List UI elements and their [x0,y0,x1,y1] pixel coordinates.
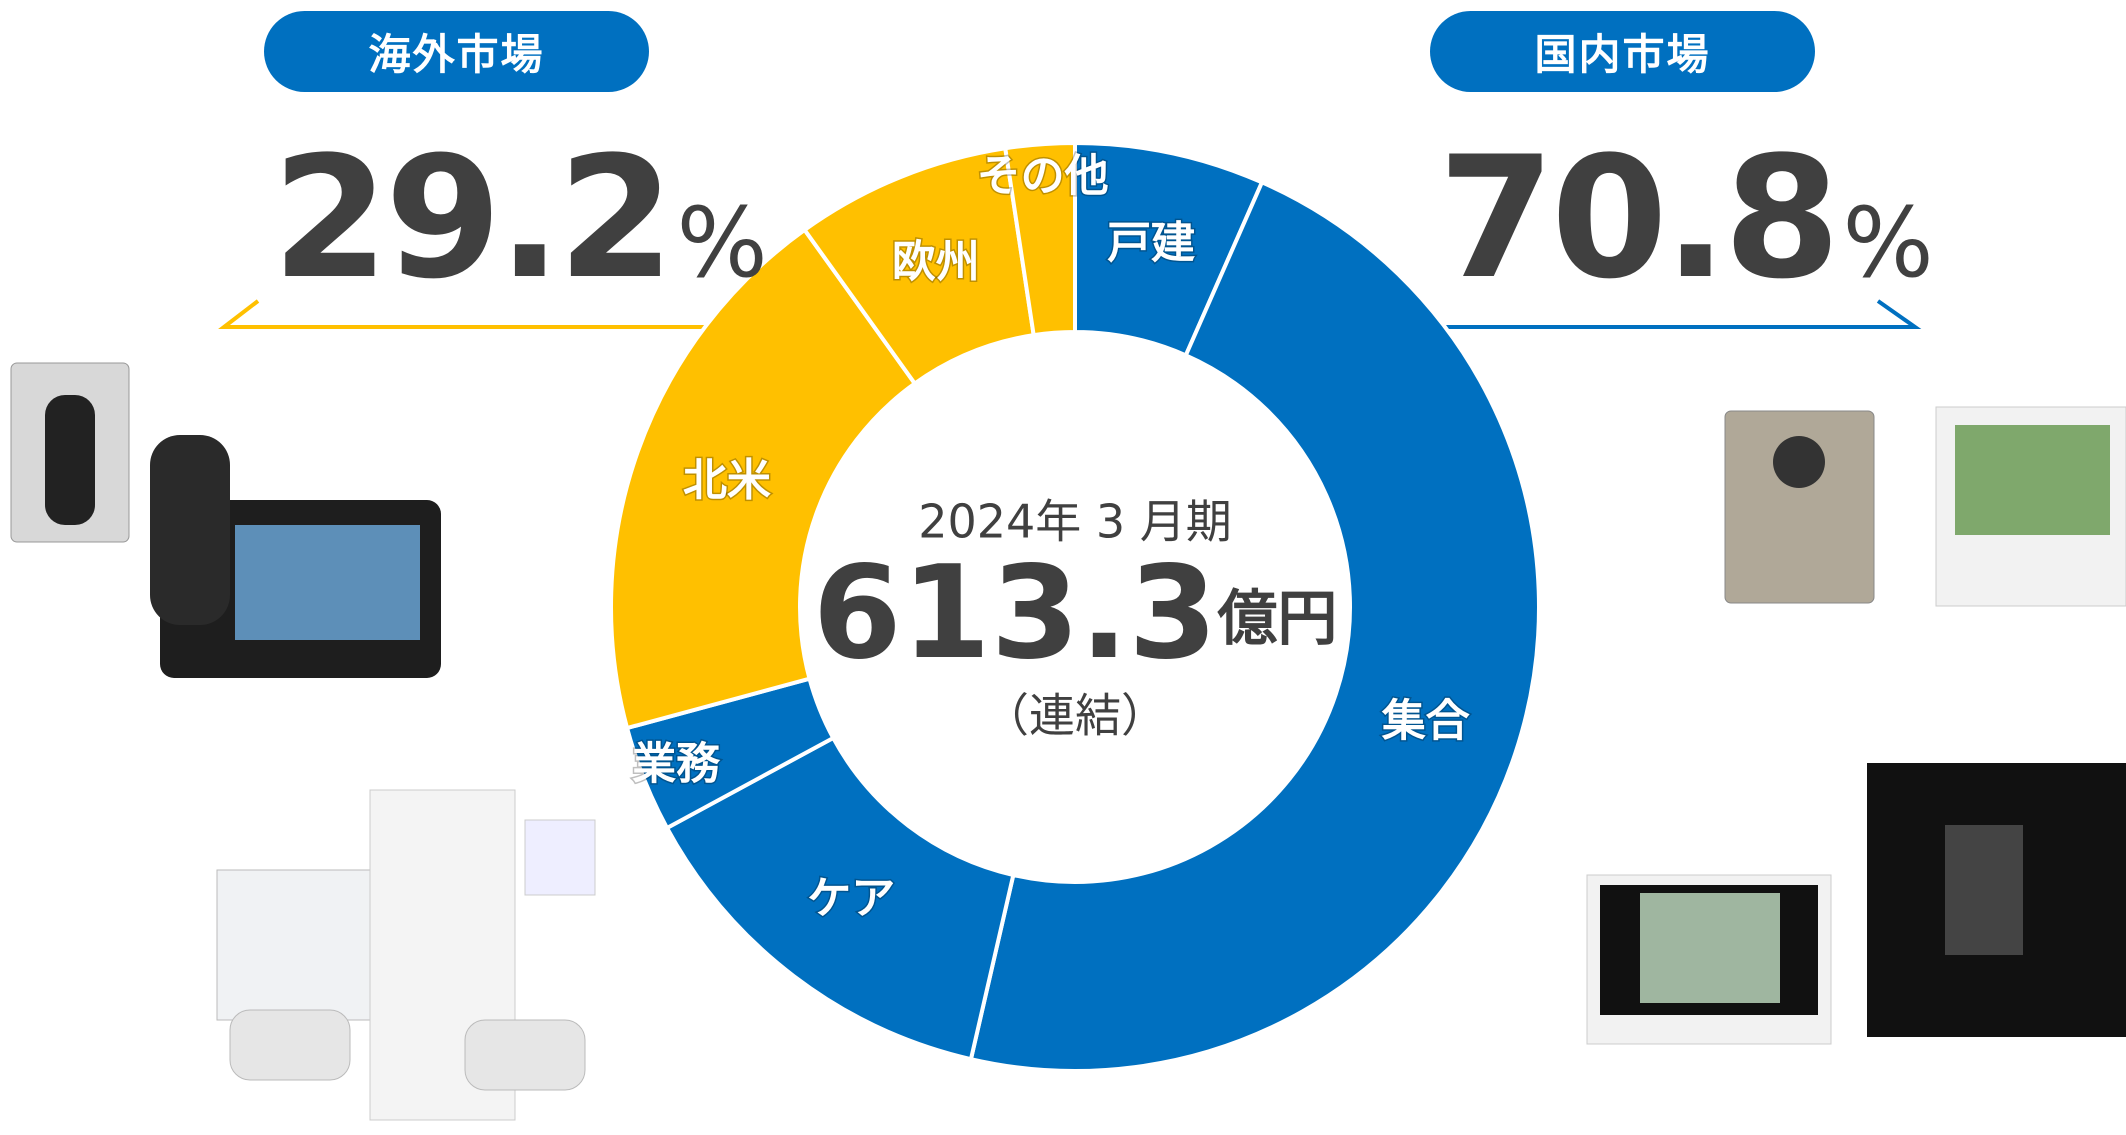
center-note: （連結） [983,689,1167,743]
center-total-group: 613.3億円 [813,539,1338,688]
product-room-unit [525,820,595,895]
segment-label: 業務 [632,738,721,789]
product-pc-monitor [217,870,377,1020]
share-unit: % [1843,187,1934,299]
product-handset [150,435,230,625]
center-unit: 億円 [1216,584,1337,654]
market-pill: 海外市場 [264,11,649,92]
product-wide-screen [1640,893,1780,1003]
segment-label: ケア [807,873,895,924]
product-desk-phone [230,1010,350,1080]
market-share: 29.2% [272,120,692,316]
product-camera-lens [1773,436,1825,488]
market-share: 70.8% [1438,120,1858,316]
product-door-station-panel [45,395,95,525]
product-room-screen [1955,425,2110,535]
segment-label: 戸建 [1107,217,1195,268]
center-total: 613.3 [813,539,1218,688]
product-entrance-screen [1945,825,2023,955]
segment-label: 北米 [683,455,771,506]
segment-label: 集合 [1381,695,1471,746]
product-desk-phone-2 [465,1020,585,1090]
product-desk-screen [235,525,420,640]
market-pill: 国内市場 [1430,11,1815,92]
share-value: 70.8 [1438,120,1837,316]
share-value: 29.2 [272,120,671,316]
share-unit: % [677,187,768,299]
page: 2024年 3 月期 613.3億円 （連結） 戸建集合ケア業務北米欧州その他 … [0,0,2126,1135]
segment-label: 欧州 [892,237,980,288]
segment-label: その他 [977,151,1109,202]
